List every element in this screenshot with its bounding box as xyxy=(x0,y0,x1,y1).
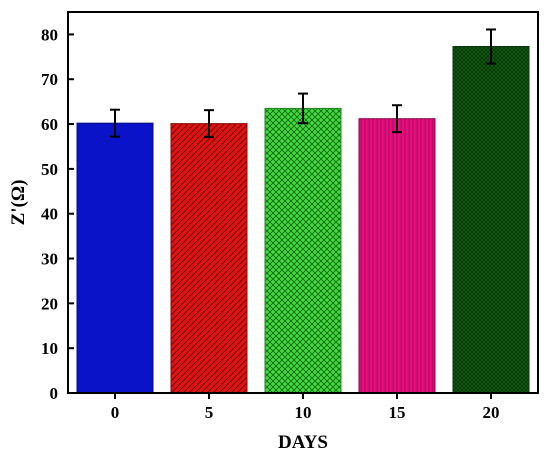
x-tick-label-15: 15 xyxy=(389,403,406,422)
y-axis-title: Z'(Ω) xyxy=(8,180,29,226)
y-tick-label-0: 0 xyxy=(50,384,59,403)
y-tick-label-20: 20 xyxy=(41,294,58,313)
error-bar-20 xyxy=(486,28,496,65)
bar-5 xyxy=(170,123,248,394)
bar-10 xyxy=(264,107,342,394)
y-ticks-layer: 0 10 20 30 40 50 60 70 80 xyxy=(41,25,74,403)
y-tick-label-60: 60 xyxy=(41,115,58,134)
y-tick-label-10: 10 xyxy=(41,339,58,358)
bar-0 xyxy=(76,122,154,394)
error-bar-5 xyxy=(204,109,214,139)
error-bar-10 xyxy=(298,92,308,125)
y-tick-label-30: 30 xyxy=(41,250,58,269)
y-tick-label-40: 40 xyxy=(41,205,58,224)
x-tick-label-10: 10 xyxy=(295,403,312,422)
error-bar-15 xyxy=(392,104,402,134)
y-tick-label-50: 50 xyxy=(41,160,58,179)
bar-20 xyxy=(452,46,530,394)
x-axis-title: DAYS xyxy=(278,432,328,453)
y-tick-label-70: 70 xyxy=(41,70,58,89)
y-tick-label-80: 80 xyxy=(41,25,58,44)
x-ticks-layer: 0 5 10 15 20 xyxy=(111,393,500,422)
x-tick-label-20: 20 xyxy=(483,403,500,422)
x-tick-label-0: 0 xyxy=(111,403,120,422)
x-tick-label-5: 5 xyxy=(205,403,214,422)
error-bar-0 xyxy=(110,108,120,138)
error-bars-layer xyxy=(110,28,496,139)
bar-15 xyxy=(358,118,436,394)
